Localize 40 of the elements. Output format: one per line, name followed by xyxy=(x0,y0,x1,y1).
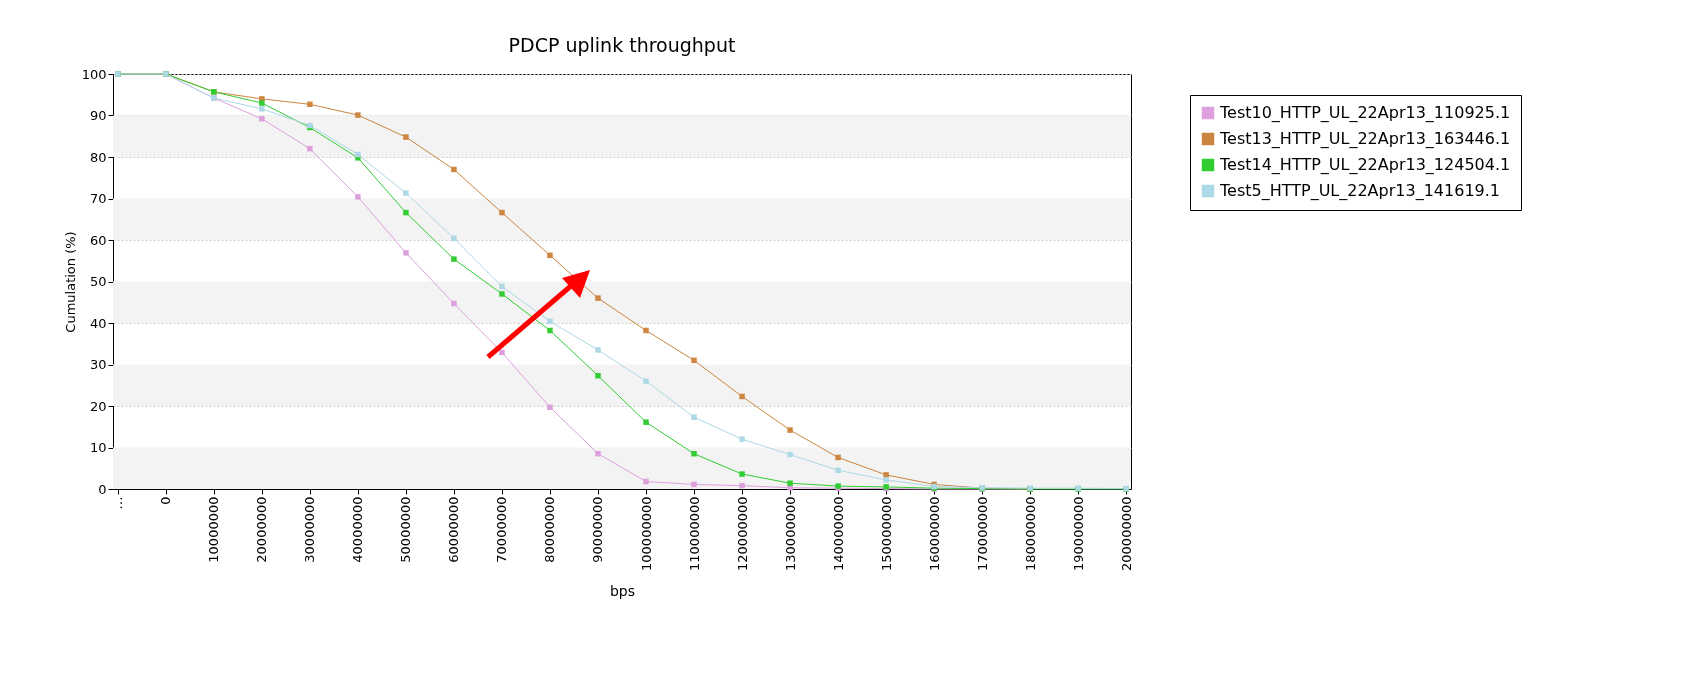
legend-label: Test14_HTTP_UL_22Apr13_124504.1 xyxy=(1219,155,1511,175)
y-tick-label: 20 xyxy=(89,398,107,414)
y-axis-title: Cumulation (%) xyxy=(62,231,78,333)
legend-label: Test5_HTTP_UL_22Apr13_141619.1 xyxy=(1219,181,1500,201)
chart-title: PDCP uplink throughput xyxy=(508,34,736,56)
x-tick-label: … xyxy=(110,496,126,510)
x-tick-label: 40000000 xyxy=(350,496,366,563)
x-tick-label: 100000000 xyxy=(638,496,654,571)
x-tick-label: 20000000 xyxy=(254,496,270,563)
x-tick-label: 150000000 xyxy=(878,496,894,571)
legend-label: Test10_HTTP_UL_22Apr13_110925.1 xyxy=(1219,103,1511,123)
y-tick-label: 40 xyxy=(89,315,107,331)
x-tick-label: 180000000 xyxy=(1022,496,1038,571)
x-tick-label: 160000000 xyxy=(926,496,942,571)
y-tick-label: 30 xyxy=(89,357,107,372)
y-tick-label: 60 xyxy=(89,232,107,248)
x-tick-label: 30000000 xyxy=(302,496,318,563)
x-tick-label: 120000000 xyxy=(734,496,750,571)
y-tick-label: 50 xyxy=(89,274,107,289)
x-axis-title: bps xyxy=(609,582,636,599)
x-tick-label: 80000000 xyxy=(542,496,558,563)
x-tick-label: 70000000 xyxy=(494,496,510,563)
y-tick-label: 70 xyxy=(89,191,107,206)
x-tick-label: 170000000 xyxy=(974,496,990,571)
y-tick-label: 10 xyxy=(89,440,107,455)
y-tick-label: 90 xyxy=(89,108,107,123)
x-tick-label: 10000000 xyxy=(206,496,222,563)
y-tick-label: 100 xyxy=(81,66,107,82)
y-tick-label: 80 xyxy=(89,149,107,165)
x-tick-label: 90000000 xyxy=(590,496,606,563)
x-tick-label: 110000000 xyxy=(686,496,702,571)
x-tick-label: 50000000 xyxy=(398,496,414,563)
legend-label: Test13_HTTP_UL_22Apr13_163446.1 xyxy=(1219,129,1511,149)
x-tick-label: 130000000 xyxy=(782,496,798,571)
y-tick-label: 0 xyxy=(98,481,107,497)
x-tick-label: 0 xyxy=(158,496,174,505)
x-tick-label: 200000000 xyxy=(1118,496,1134,571)
x-tick-label: 60000000 xyxy=(446,496,462,563)
x-tick-label: 190000000 xyxy=(1070,496,1086,571)
x-tick-label: 140000000 xyxy=(830,496,846,571)
